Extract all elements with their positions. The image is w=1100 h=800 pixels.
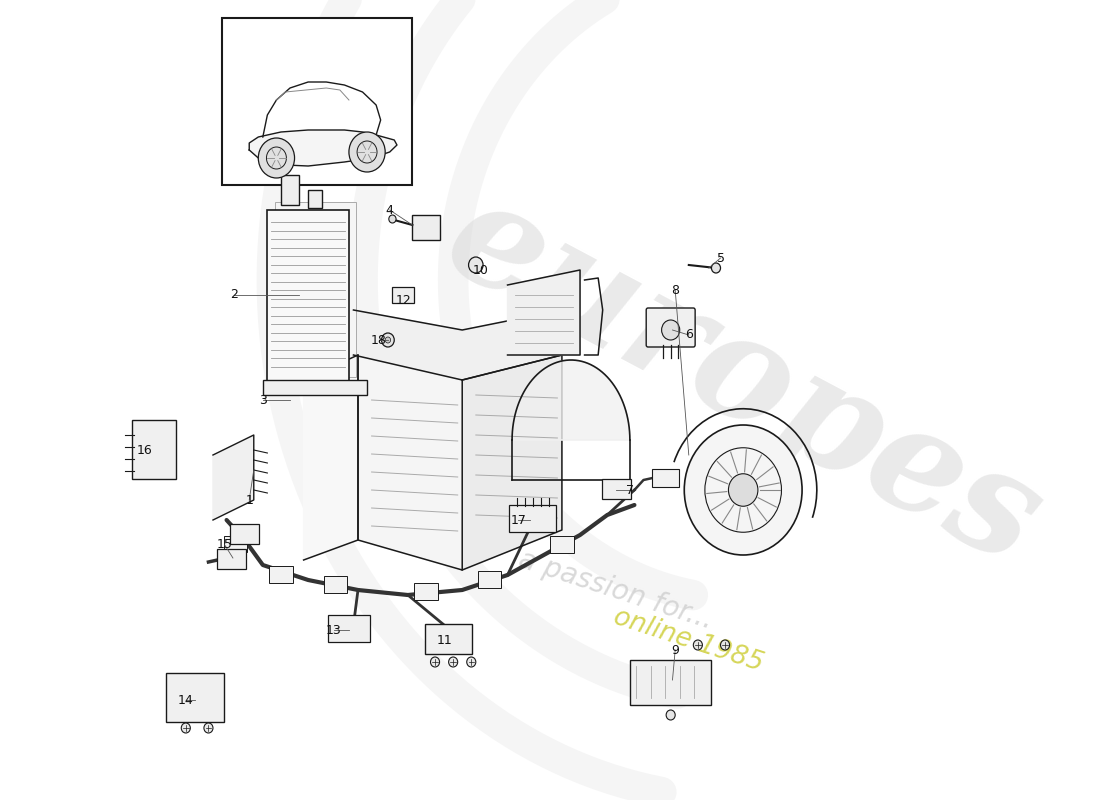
Circle shape <box>349 132 385 172</box>
Text: 16: 16 <box>138 443 153 457</box>
Text: 1: 1 <box>245 494 253 506</box>
FancyBboxPatch shape <box>217 549 245 569</box>
Circle shape <box>385 337 390 343</box>
FancyBboxPatch shape <box>224 536 248 552</box>
Text: 17: 17 <box>510 514 526 526</box>
Text: a passion for...: a passion for... <box>516 546 717 634</box>
Circle shape <box>258 138 295 178</box>
Text: 13: 13 <box>326 623 341 637</box>
Text: 11: 11 <box>437 634 452 646</box>
Text: 4: 4 <box>386 203 394 217</box>
FancyBboxPatch shape <box>323 576 348 593</box>
Polygon shape <box>304 355 358 560</box>
FancyBboxPatch shape <box>328 615 370 642</box>
Polygon shape <box>213 435 254 520</box>
Text: 5: 5 <box>716 251 725 265</box>
Circle shape <box>469 257 483 273</box>
FancyBboxPatch shape <box>477 571 502 588</box>
FancyBboxPatch shape <box>132 420 176 479</box>
Text: online 1985: online 1985 <box>610 603 767 677</box>
Polygon shape <box>507 270 580 355</box>
FancyBboxPatch shape <box>651 469 679 487</box>
Circle shape <box>728 474 758 506</box>
FancyBboxPatch shape <box>219 551 243 567</box>
Text: europes: europes <box>424 165 1064 595</box>
FancyBboxPatch shape <box>602 479 630 499</box>
Circle shape <box>430 657 440 667</box>
Circle shape <box>382 333 394 347</box>
Bar <box>267 210 349 385</box>
Bar <box>280 175 299 205</box>
Text: 6: 6 <box>685 329 693 342</box>
Text: 18: 18 <box>371 334 387 346</box>
FancyBboxPatch shape <box>550 536 574 553</box>
Bar <box>275 202 356 377</box>
Circle shape <box>667 710 675 720</box>
FancyBboxPatch shape <box>425 624 472 654</box>
Circle shape <box>684 425 802 555</box>
Bar <box>308 190 321 208</box>
Circle shape <box>693 640 703 650</box>
FancyBboxPatch shape <box>166 673 224 722</box>
Circle shape <box>388 215 396 223</box>
FancyBboxPatch shape <box>415 583 438 600</box>
Bar <box>412 215 440 240</box>
Text: 2: 2 <box>230 289 238 302</box>
Text: 14: 14 <box>178 694 194 706</box>
FancyBboxPatch shape <box>646 308 695 347</box>
Circle shape <box>720 640 729 650</box>
Circle shape <box>661 320 680 340</box>
Bar <box>222 18 412 185</box>
Text: 9: 9 <box>671 643 679 657</box>
Text: 7: 7 <box>626 483 634 497</box>
Circle shape <box>182 723 190 733</box>
Circle shape <box>204 723 213 733</box>
Text: 12: 12 <box>395 294 411 306</box>
Bar <box>393 287 415 303</box>
FancyBboxPatch shape <box>230 524 260 544</box>
Circle shape <box>466 657 476 667</box>
Polygon shape <box>513 360 630 440</box>
Text: 8: 8 <box>671 283 679 297</box>
FancyBboxPatch shape <box>270 566 293 583</box>
Text: 10: 10 <box>472 263 488 277</box>
Circle shape <box>449 657 458 667</box>
Bar <box>263 380 367 395</box>
Polygon shape <box>462 355 562 570</box>
Circle shape <box>712 263 720 273</box>
FancyBboxPatch shape <box>509 505 557 532</box>
Polygon shape <box>250 130 397 166</box>
Bar <box>630 660 712 705</box>
Polygon shape <box>358 355 462 570</box>
Polygon shape <box>353 310 562 380</box>
Text: 15: 15 <box>217 538 233 551</box>
Text: 3: 3 <box>258 394 267 406</box>
